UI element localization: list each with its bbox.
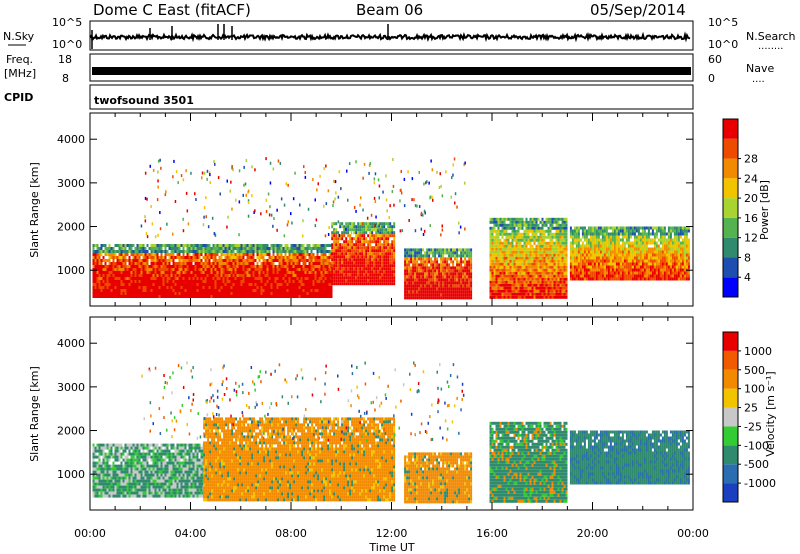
nsky-line [89, 31, 691, 43]
colorbar-swatch [723, 407, 738, 427]
date-label: 05/Sep/2014 [590, 1, 686, 19]
nsky-left-tick-top: 10^5 [52, 16, 82, 29]
colorbar-frame [722, 331, 739, 503]
x-tick-label: 20:00 [577, 527, 609, 540]
beam-label: Beam 06 [356, 1, 423, 19]
power-colorbar: 4 8 12 16 20 24 28 [722, 118, 758, 298]
colorbar-swatch [723, 277, 738, 297]
colorbar-swatch [723, 445, 738, 465]
freq-label: Freq. [6, 53, 33, 66]
power-axes: 1000 2000 3000 4000 [57, 113, 694, 306]
colorbar-swatch [723, 237, 738, 258]
nsky-label: N.Sky [3, 30, 35, 43]
colorbar-level: -1000 [744, 477, 776, 490]
x-tick-label: 16:00 [476, 527, 508, 540]
nsky-right-tick-bottom: 10^0 [708, 38, 738, 51]
freq-unit-label: [MHz] [4, 67, 36, 80]
velocity-heatmap [92, 361, 690, 504]
colorbar-swatch [723, 119, 738, 139]
x-tick-label: 08:00 [275, 527, 307, 540]
x-tick-label: 00:00 [677, 527, 709, 540]
freq-left-tick-bottom: 8 [62, 72, 69, 85]
colorbar-swatch [723, 483, 738, 502]
colorbar-swatch [723, 464, 738, 484]
colorbar-swatch [723, 217, 738, 238]
nave-right-tick-top: 60 [708, 53, 722, 66]
x-tick-labels: 00:00 04:00 08:00 12:00 16:00 20:00 00:00 [74, 527, 709, 540]
nsky-trace [89, 24, 691, 49]
colorbar-swatch [723, 350, 738, 370]
y-tick-label: 2000 [57, 221, 85, 234]
freq-panel-frame [89, 53, 694, 82]
nsearch-marker: ........ [758, 41, 783, 52]
y-tick-label: 1000 [57, 264, 85, 277]
colorbar-level: -100 [744, 439, 769, 452]
colorbar-level: -500 [744, 458, 769, 471]
nave-right-tick-bottom: 0 [708, 72, 715, 85]
y-tick-label: 4000 [57, 337, 85, 350]
velocity-ylabel: Slant Range [km] [28, 366, 41, 462]
colorbar-level: 28 [744, 153, 758, 166]
colorbar-level: 4 [744, 271, 751, 284]
freq-nave-trace [92, 67, 691, 75]
colorbar-level: 20 [744, 192, 758, 205]
power-ylabel: Slant Range [km] [28, 162, 41, 258]
colorbar-swatch [723, 198, 738, 218]
nave-marker: .... [752, 74, 765, 85]
velocity-axes: 1000 2000 3000 4000 [57, 317, 694, 510]
nsky-right-tick-top: 10^5 [708, 16, 738, 29]
x-tick-label: 12:00 [376, 527, 408, 540]
colorbar-swatch [723, 158, 738, 179]
y-tick-label: 3000 [57, 381, 85, 394]
colorbar-swatch [723, 257, 738, 278]
velocity-colorbar-label: Velocity [m s⁻¹] [764, 371, 777, 456]
nsearch-label: N.Search [746, 30, 796, 43]
velocity-colorbar: 1000 500 100 25 -25 -100 -500 -1000 [722, 331, 776, 503]
colorbar-frame [722, 118, 739, 298]
y-tick-label: 4000 [57, 133, 85, 146]
x-tick-label: 00:00 [74, 527, 106, 540]
colorbar-swatch [723, 369, 738, 389]
y-tick-label: 1000 [57, 468, 85, 481]
colorbar-level: 16 [744, 212, 758, 225]
colorbar-swatch [723, 426, 738, 446]
colorbar-level: 25 [744, 402, 758, 415]
freq-left-tick-top: 18 [58, 53, 72, 66]
nsky-left-tick-bottom: 10^0 [52, 38, 82, 51]
colorbar-level: -25 [744, 420, 762, 433]
power-heatmap [92, 157, 690, 300]
y-tick-label: 2000 [57, 425, 85, 438]
colorbar-level: 1000 [744, 345, 772, 358]
cpid-label: CPID [4, 91, 33, 104]
colorbar-level: 100 [744, 383, 765, 396]
x-tick-label: 04:00 [175, 527, 207, 540]
colorbar-level: 500 [744, 364, 765, 377]
colorbar-swatch [723, 138, 738, 159]
cpid-panel-frame [89, 84, 694, 110]
colorbar-swatch [723, 388, 738, 408]
colorbar-swatch [723, 178, 738, 199]
colorbar-swatch [723, 332, 738, 351]
radar-title: Dome C East (fitACF) [93, 1, 251, 19]
colorbar-level: 24 [744, 172, 758, 185]
x-axis-label: Time UT [368, 541, 414, 554]
cpid-program: twofsound 3501 [94, 94, 194, 107]
y-tick-label: 3000 [57, 177, 85, 190]
nsky-panel-frame [89, 20, 694, 51]
colorbar-level: 8 [744, 251, 751, 264]
colorbar-level: 12 [744, 232, 758, 245]
power-colorbar-label: Power [dB] [758, 180, 771, 240]
nave-label: Nave [746, 62, 774, 75]
